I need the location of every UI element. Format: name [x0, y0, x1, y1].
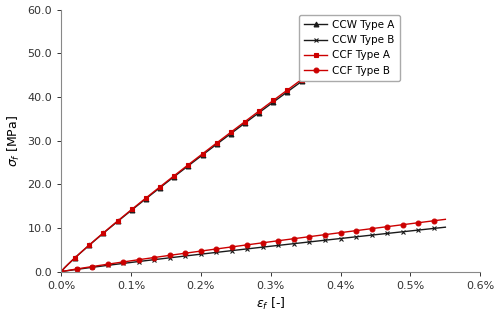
Line: CCW Type A: CCW Type A — [58, 51, 343, 274]
CCW Type A — [249, 116, 255, 120]
CCF Type B — [442, 218, 448, 221]
CCF Type B — [58, 270, 64, 274]
CCF Type A — [224, 133, 230, 137]
CCW Type B — [148, 258, 154, 262]
CCF Type B — [287, 237, 293, 241]
CCF Type A — [58, 270, 64, 274]
CCF Type B — [148, 256, 154, 260]
CCF Type A — [249, 114, 255, 118]
CCW Type A — [338, 51, 344, 55]
CCW Type B — [442, 225, 448, 229]
CCF Type B — [423, 220, 429, 224]
CCF Type B — [132, 258, 138, 262]
CCW Type A — [306, 74, 312, 78]
CCW Type A — [182, 167, 188, 170]
Line: CCF Type B: CCF Type B — [58, 217, 448, 274]
CCF Type B — [412, 221, 418, 225]
Y-axis label: $\sigma_f$ [MPa]: $\sigma_f$ [MPa] — [6, 115, 22, 167]
CCF Type B — [256, 241, 262, 245]
Line: CCF Type A: CCF Type A — [58, 49, 343, 274]
CCF Type A — [228, 130, 234, 134]
Legend: CCW Type A, CCW Type B, CCF Type A, CCF Type B: CCW Type A, CCW Type B, CCF Type A, CCF … — [299, 15, 400, 81]
CCW Type B — [412, 229, 418, 232]
CCW Type B — [132, 260, 138, 264]
CCF Type A — [306, 73, 312, 76]
CCF Type A — [182, 165, 188, 169]
CCW Type A — [58, 270, 64, 274]
CCW Type B — [287, 242, 293, 246]
CCW Type B — [58, 270, 64, 274]
CCW Type B — [256, 245, 262, 249]
Line: CCW Type B: CCW Type B — [58, 225, 448, 274]
CCW Type A — [238, 124, 244, 128]
X-axis label: $\epsilon_f$ [-]: $\epsilon_f$ [-] — [256, 296, 286, 313]
CCF Type A — [238, 122, 244, 126]
CCW Type A — [224, 134, 230, 138]
CCF Type A — [338, 49, 344, 53]
CCW Type B — [423, 227, 429, 231]
CCW Type A — [228, 132, 234, 135]
